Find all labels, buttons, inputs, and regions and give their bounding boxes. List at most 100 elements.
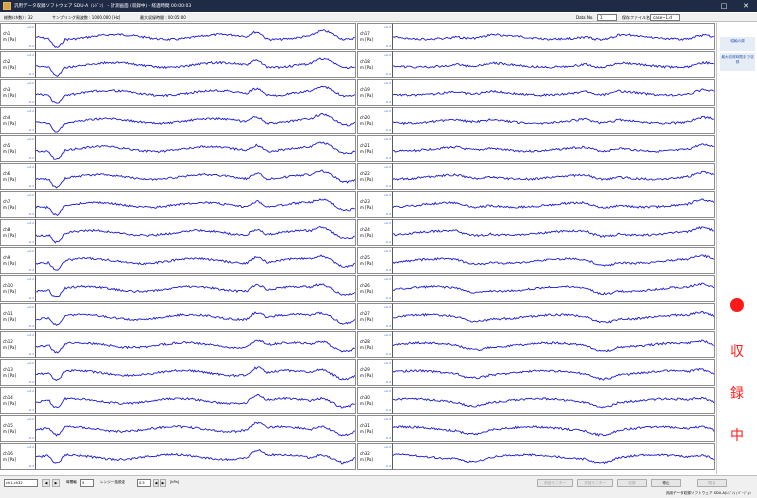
channel-unit: m [Pa] <box>360 457 373 462</box>
channel-label[interactable]: ch24 m [Pa] +0.2 -0.2 <box>357 219 393 246</box>
range-max: +0.2 <box>26 305 34 309</box>
range-max: +0.2 <box>383 305 391 309</box>
channel-label[interactable]: ch20 m [Pa] +0.2 -0.2 <box>357 107 393 134</box>
prev-page-button[interactable]: ◀ <box>42 479 50 487</box>
close-button[interactable]: 閉る <box>697 479 727 487</box>
channel-name: ch27 <box>360 311 370 316</box>
channel-unit: m [Pa] <box>3 37 16 42</box>
channel-row: ch15 m [Pa] +0.2 -0.2 <box>0 415 356 442</box>
channel-label[interactable]: ch28 m [Pa] +0.2 -0.2 <box>357 331 393 358</box>
range-min: -0.2 <box>28 128 34 132</box>
channel-row: ch32 m [Pa] +0.2 -0.2 <box>357 443 715 470</box>
range-max: +0.2 <box>383 53 391 57</box>
channel-label[interactable]: ch16 m [Pa] +0.2 -0.2 <box>0 443 36 470</box>
channel-label[interactable]: ch17 m [Pa] +0.2 -0.2 <box>357 23 393 50</box>
record-button[interactable]: 収録 <box>617 479 647 487</box>
channel-label[interactable]: ch11 m [Pa] +0.2 -0.2 <box>0 303 36 330</box>
channel-label[interactable]: ch6 m [Pa] +0.2 -0.2 <box>0 163 36 190</box>
window-title: 汎用データ収録ソフトウェア SDU-A（ﾚｼﾞﾝ） - 計測画面 (収録中) -… <box>14 4 192 9</box>
range-min: -0.2 <box>385 128 391 132</box>
channel-row: ch5 m [Pa] +0.2 -0.2 <box>0 135 356 162</box>
channel-unit: m [Pa] <box>360 261 373 266</box>
channel-label[interactable]: ch3 m [Pa] +0.2 -0.2 <box>0 79 36 106</box>
range-max: +0.2 <box>383 333 391 337</box>
waveform-plot <box>36 79 356 106</box>
channel-name: ch17 <box>360 31 370 36</box>
save-file-field[interactable]: case~1.d <box>650 14 680 21</box>
channel-label[interactable]: ch32 m [Pa] +0.2 -0.2 <box>357 443 393 470</box>
range-min: -0.2 <box>28 296 34 300</box>
waveform-trace <box>393 396 715 409</box>
channel-row: ch26 m [Pa] +0.2 -0.2 <box>357 275 715 302</box>
channel-row: ch11 m [Pa] +0.2 -0.2 <box>0 303 356 330</box>
channel-label[interactable]: ch30 m [Pa] +0.2 -0.2 <box>357 387 393 414</box>
channel-label[interactable]: ch5 m [Pa] +0.2 -0.2 <box>0 135 36 162</box>
data-no-field[interactable]: 1 <box>597 14 617 21</box>
channel-name: ch13 <box>3 367 13 372</box>
channel-name: ch21 <box>360 143 370 148</box>
range-up-button[interactable]: ▶ <box>160 479 166 487</box>
channel-label[interactable]: ch12 m [Pa] +0.2 -0.2 <box>0 331 36 358</box>
channel-label[interactable]: ch4 m [Pa] +0.2 -0.2 <box>0 107 36 134</box>
status-bar: 汎用データ収録ソフトウェア SDU-A(ﾚｼﾞﾝ) / ﾊﾞｰｼﾞｮﾝ <box>0 489 757 498</box>
channel-label[interactable]: ch14 m [Pa] +0.2 -0.2 <box>0 387 36 414</box>
record-to-max-button[interactable]: 最大収録時間まで収録 <box>720 53 755 71</box>
channel-label[interactable]: ch18 m [Pa] +0.2 -0.2 <box>357 51 393 78</box>
channel-name: ch3 <box>3 87 11 92</box>
range-max: +0.2 <box>26 417 34 421</box>
channel-label[interactable]: ch10 m [Pa] +0.2 -0.2 <box>0 275 36 302</box>
range-max: +0.2 <box>383 417 391 421</box>
side-panel: 縦軸の調 最大収録時間まで収録 収 録 中 <box>716 23 757 474</box>
range-field[interactable]: 0.5 <box>137 479 151 487</box>
stop-button[interactable]: 停止 <box>651 479 681 487</box>
channel-label[interactable]: ch27 m [Pa] +0.2 -0.2 <box>357 303 393 330</box>
channel-label[interactable]: ch25 m [Pa] +0.2 -0.2 <box>357 247 393 274</box>
channel-name: ch19 <box>360 87 370 92</box>
channel-label[interactable]: ch2 m [Pa] +0.2 -0.2 <box>0 51 36 78</box>
channel-label[interactable]: ch13 m [Pa] +0.2 -0.2 <box>0 359 36 386</box>
channel-page-select[interactable]: ch1-ch32 <box>4 479 38 487</box>
channel-unit: m [Pa] <box>360 93 373 98</box>
range-min: -0.2 <box>28 156 34 160</box>
channel-label[interactable]: ch22 m [Pa] +0.2 -0.2 <box>357 163 393 190</box>
channel-label[interactable]: ch9 m [Pa] +0.2 -0.2 <box>0 247 36 274</box>
channel-label[interactable]: ch21 m [Pa] +0.2 -0.2 <box>357 135 393 162</box>
channel-row: ch8 m [Pa] +0.2 -0.2 <box>0 219 356 246</box>
waveform-plot <box>393 247 715 274</box>
channel-row: ch13 m [Pa] +0.2 -0.2 <box>0 359 356 386</box>
next-page-button[interactable]: ▶ <box>52 479 60 487</box>
range-min: -0.2 <box>28 324 34 328</box>
range-max: +0.2 <box>26 109 34 113</box>
waveform-plot <box>393 79 715 106</box>
range-down-button[interactable]: ◀ <box>153 479 159 487</box>
channel-name: ch7 <box>3 199 11 204</box>
channel-unit: m [Pa] <box>3 373 16 378</box>
channel-label[interactable]: ch7 m [Pa] +0.2 -0.2 <box>0 191 36 218</box>
channel-label[interactable]: ch31 m [Pa] +0.2 -0.2 <box>357 415 393 442</box>
channel-label[interactable]: ch15 m [Pa] +0.2 -0.2 <box>0 415 36 442</box>
waveform-plot <box>36 191 356 218</box>
channel-label[interactable]: ch26 m [Pa] +0.2 -0.2 <box>357 275 393 302</box>
waveform-plot <box>393 135 715 162</box>
range-min: -0.2 <box>385 212 391 216</box>
channel-label[interactable]: ch19 m [Pa] +0.2 -0.2 <box>357 79 393 106</box>
channel-label[interactable]: ch1 m [Pa] +0.2 -0.2 <box>0 23 36 50</box>
next-monitor-button[interactable]: 次回モニター <box>577 479 613 487</box>
maximize-button[interactable]: □ <box>720 2 728 10</box>
channel-row: ch29 m [Pa] +0.2 -0.2 <box>357 359 715 386</box>
waveform-plot <box>36 415 356 442</box>
channel-name: ch29 <box>360 367 370 372</box>
waveform-svg <box>36 311 356 326</box>
channel-label[interactable]: ch29 m [Pa] +0.2 -0.2 <box>357 359 393 386</box>
channel-unit: m [Pa] <box>3 177 16 182</box>
axis-adjust-button[interactable]: 縦軸の調 <box>720 37 755 51</box>
waveform-svg <box>36 169 356 189</box>
time-axis-field[interactable]: 5 <box>80 479 94 487</box>
prev-monitor-button[interactable]: 前回モニター <box>537 479 573 487</box>
channel-label[interactable]: ch23 m [Pa] +0.2 -0.2 <box>357 191 393 218</box>
waveform-trace <box>36 394 355 409</box>
close-window-button[interactable]: ✕ <box>743 2 749 10</box>
channel-label[interactable]: ch8 m [Pa] +0.2 -0.2 <box>0 219 36 246</box>
range-max: +0.2 <box>26 81 34 85</box>
waveform-trace <box>393 226 714 239</box>
